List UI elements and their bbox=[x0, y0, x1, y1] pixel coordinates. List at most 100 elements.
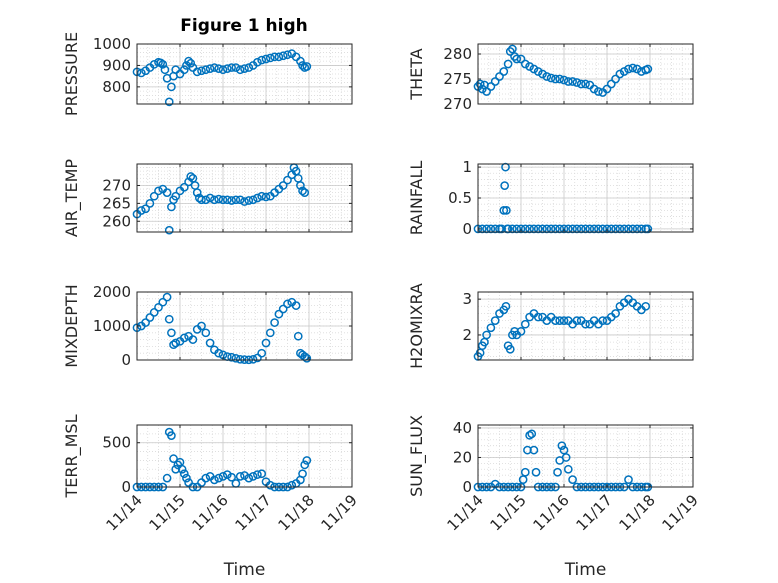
data-point bbox=[253, 193, 262, 203]
data-point bbox=[302, 62, 312, 71]
data-point bbox=[265, 328, 275, 338]
data-point bbox=[214, 348, 224, 358]
data-point bbox=[568, 77, 577, 86]
data-point bbox=[486, 224, 496, 234]
y-axis-label: TERR_MSL bbox=[62, 414, 82, 498]
data-point bbox=[557, 441, 567, 451]
data-point bbox=[167, 431, 176, 440]
data-point bbox=[512, 54, 522, 64]
data-point bbox=[253, 470, 262, 479]
panel-pressure: 800 900 1000 PRESSURE bbox=[62, 32, 353, 116]
panel-sun_flux: 0 20 40 SUN_FLUX 11/14 11/15 11/16 11/17 11/18 11… bbox=[407, 415, 702, 580]
data-point bbox=[611, 309, 620, 318]
x-tick-label: 11/15 bbox=[146, 491, 189, 534]
y-tick-label: 1 bbox=[462, 158, 472, 176]
data-point bbox=[197, 478, 206, 487]
y-tick-label: 0 bbox=[121, 478, 131, 496]
data-point bbox=[482, 87, 491, 96]
data-point bbox=[302, 456, 312, 465]
data-point bbox=[293, 331, 303, 341]
data-point bbox=[559, 75, 569, 85]
axes-box bbox=[136, 424, 353, 488]
data-point bbox=[164, 225, 174, 235]
data-point bbox=[572, 224, 582, 234]
panel-rainfall: 0 0.5 1 RAINFALL bbox=[407, 158, 694, 238]
data-point bbox=[177, 464, 187, 474]
panel-theta: 270 275 280 THETA bbox=[407, 43, 694, 113]
x-axis-label: Time bbox=[564, 560, 607, 580]
data-point bbox=[300, 460, 310, 470]
data-point bbox=[589, 84, 599, 94]
data-point bbox=[598, 316, 608, 325]
data-point bbox=[248, 472, 258, 481]
data-point bbox=[546, 73, 556, 83]
data-point bbox=[141, 318, 150, 327]
data-point bbox=[257, 469, 267, 479]
data-point bbox=[594, 224, 603, 234]
data-point bbox=[162, 473, 172, 483]
data-point bbox=[291, 301, 301, 310]
y-tick-label: 2000 bbox=[93, 283, 131, 301]
data-point bbox=[162, 292, 172, 302]
axes-box bbox=[136, 163, 353, 233]
panel-mixdepth: 0 1000 2000 MIXDEPTH bbox=[62, 283, 353, 369]
data-point bbox=[261, 54, 271, 64]
data-point bbox=[201, 195, 211, 205]
data-point bbox=[298, 469, 307, 479]
data-point bbox=[611, 224, 620, 234]
data-point bbox=[302, 353, 312, 363]
data-point bbox=[270, 318, 279, 327]
data-point bbox=[581, 79, 590, 89]
data-point bbox=[520, 224, 530, 234]
data-point bbox=[298, 61, 307, 70]
data-point bbox=[624, 64, 633, 74]
data-point bbox=[240, 471, 249, 480]
data-point bbox=[160, 65, 170, 75]
data-point bbox=[184, 478, 193, 487]
data-point bbox=[201, 65, 211, 75]
x-tick-label: 11/17 bbox=[232, 491, 275, 534]
data-point bbox=[210, 63, 219, 72]
data-point bbox=[641, 301, 651, 311]
data-point bbox=[505, 47, 515, 56]
data-point bbox=[248, 195, 258, 205]
data-point bbox=[637, 224, 646, 234]
data-point bbox=[205, 193, 215, 203]
data-point bbox=[179, 333, 189, 343]
data-point bbox=[512, 224, 522, 234]
data-point bbox=[475, 79, 485, 89]
data-point bbox=[278, 304, 288, 314]
data-point bbox=[218, 472, 228, 481]
data-point bbox=[278, 181, 288, 190]
data-point bbox=[253, 353, 262, 363]
y-tick-label: 3 bbox=[462, 290, 472, 308]
data-point bbox=[555, 74, 565, 84]
data-point bbox=[197, 66, 206, 76]
data-point bbox=[210, 195, 219, 205]
data-point bbox=[164, 97, 174, 107]
data-point bbox=[136, 68, 146, 78]
data-point bbox=[197, 195, 206, 205]
y-axis-label: MIXDEPTH bbox=[62, 284, 81, 367]
x-tick-label: 11/14 bbox=[103, 491, 146, 534]
data-point bbox=[179, 65, 189, 75]
data-point bbox=[542, 224, 552, 234]
data-point bbox=[568, 475, 577, 484]
y-tick-label: 20 bbox=[453, 448, 472, 466]
data-point bbox=[490, 316, 500, 325]
data-point bbox=[274, 309, 284, 319]
x-tick-label: 11/19 bbox=[318, 491, 361, 534]
data-point bbox=[516, 224, 526, 234]
data-point bbox=[490, 77, 500, 86]
data-point bbox=[533, 224, 543, 234]
data-point bbox=[186, 58, 196, 68]
axes-box bbox=[477, 43, 694, 105]
data-point bbox=[298, 186, 307, 196]
data-point bbox=[643, 224, 653, 234]
data-point bbox=[525, 224, 534, 234]
data-point bbox=[546, 224, 556, 234]
data-point bbox=[572, 78, 582, 87]
data-point bbox=[169, 340, 178, 350]
